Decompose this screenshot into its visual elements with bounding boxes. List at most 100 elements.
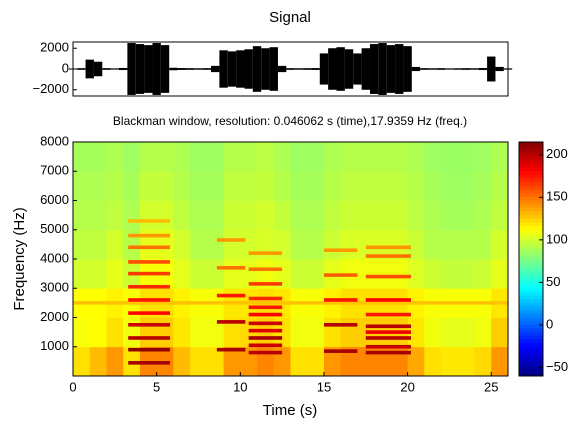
colorbar-strip: [519, 357, 543, 362]
colorbar-strip: [519, 215, 543, 220]
heatmap-cell: [424, 200, 442, 231]
colorbar-strip: [519, 145, 543, 150]
heatmap-cell: [190, 229, 208, 260]
heatmap-cell: [323, 346, 342, 377]
harmonic-band: [128, 233, 171, 238]
harmonic-band: [365, 330, 411, 334]
heatmap-cell: [474, 171, 492, 201]
waveform-segment: [411, 66, 421, 72]
heatmap-cell: [441, 229, 459, 260]
colorbar-strip: [519, 310, 543, 315]
y-tick-label: 7000: [40, 163, 69, 178]
heatmap-cell: [441, 317, 459, 348]
heatmap-cell: [273, 229, 291, 260]
waveform-segment: [160, 45, 170, 93]
heatmap-cell: [340, 229, 358, 260]
harmonic-band: [73, 301, 508, 305]
heatmap-cell: [340, 171, 358, 201]
heatmap-cell: [491, 346, 509, 377]
harmonic-band: [365, 350, 411, 355]
colorbar-strip: [519, 332, 543, 337]
heatmap-cell: [441, 200, 459, 231]
colorbar-strip: [519, 262, 543, 267]
heatmap-cell: [240, 171, 258, 201]
heatmap-cell: [273, 171, 291, 201]
spectrogram-title: Blackman window, resolution: 0.046062 s …: [113, 114, 467, 128]
harmonic-band: [248, 321, 283, 326]
heatmap-cell: [223, 229, 241, 260]
heatmap-cell: [457, 346, 475, 377]
heatmap-cell: [139, 200, 158, 231]
heatmap-cell: [106, 346, 124, 377]
x-tick-label: 20: [400, 379, 414, 394]
colorbar-strip: [519, 200, 543, 205]
colorbar-strip: [519, 152, 543, 158]
harmonic-band: [323, 349, 358, 353]
heatmap-cell: [424, 142, 442, 172]
colorbar-tick-label: 0: [546, 316, 553, 331]
waveform-segment: [286, 68, 295, 70]
colorbar-strip: [519, 350, 543, 355]
x-tick-label: 15: [317, 379, 331, 394]
waveform-segment: [261, 48, 270, 90]
colorbar-strip: [519, 193, 543, 198]
heatmap-cell: [240, 200, 258, 231]
colorbar-strip: [519, 182, 543, 187]
heatmap-cell: [257, 229, 275, 260]
heatmap-cell: [156, 171, 174, 201]
heatmap-cell: [357, 200, 375, 231]
heatmap-cell: [457, 317, 475, 348]
harmonic-band: [365, 324, 411, 329]
waveform-segment: [378, 43, 387, 95]
heatmap-cell: [139, 171, 158, 201]
colorbar-strip: [519, 361, 543, 366]
heatmap-cell: [340, 142, 358, 172]
heatmap-cell: [357, 229, 375, 260]
x-tick-label: 5: [153, 379, 160, 394]
waveform-segment: [77, 68, 86, 70]
heatmap-cell: [424, 259, 442, 289]
heatmap-cell: [173, 200, 191, 231]
heatmap-cell: [123, 200, 141, 231]
y-axis-label: Frequency (Hz): [11, 207, 28, 310]
waveform-segment: [495, 66, 504, 72]
heatmap-cell: [374, 229, 392, 260]
waveform-segment: [152, 43, 161, 95]
harmonic-band: [248, 305, 283, 310]
heatmap-cell: [290, 229, 308, 260]
heatmap-cell: [457, 200, 475, 231]
colorbar-strip: [519, 207, 543, 212]
heatmap-cell: [474, 346, 492, 377]
harmonic-band: [128, 219, 171, 223]
heatmap-cell: [407, 317, 425, 348]
colorbar-strip: [519, 160, 543, 165]
colorbar-strip: [519, 211, 543, 216]
heatmap-cell: [173, 259, 191, 289]
heatmap-cell: [323, 317, 342, 348]
heatmap-cell: [424, 171, 442, 201]
waveform-segment: [445, 68, 454, 70]
heatmap-cell: [474, 259, 492, 289]
harmonic-band: [323, 298, 358, 302]
harmonic-band: [128, 271, 171, 276]
harmonic-band: [128, 311, 171, 315]
heatmap-cell: [156, 200, 174, 231]
heatmap-cell: [240, 142, 258, 172]
colorbar-tick-label: 100: [546, 231, 568, 246]
waveform-segment: [478, 67, 488, 71]
heatmap-cell: [73, 259, 91, 289]
heatmap-cell: [156, 317, 174, 348]
colorbar-strip: [519, 335, 543, 340]
heatmap-cell: [374, 200, 392, 231]
heatmap-cell: [106, 317, 124, 348]
waveform-segment: [311, 68, 320, 70]
colorbar-strip: [519, 163, 543, 169]
heatmap-cell: [73, 171, 91, 201]
colorbar-frame: [518, 141, 544, 377]
heatmap-cell: [474, 317, 492, 348]
waveform-segment: [470, 68, 479, 70]
heatmap-cell: [491, 200, 509, 231]
heatmap-cell: [240, 229, 258, 260]
heatmap-cell: [424, 346, 442, 377]
